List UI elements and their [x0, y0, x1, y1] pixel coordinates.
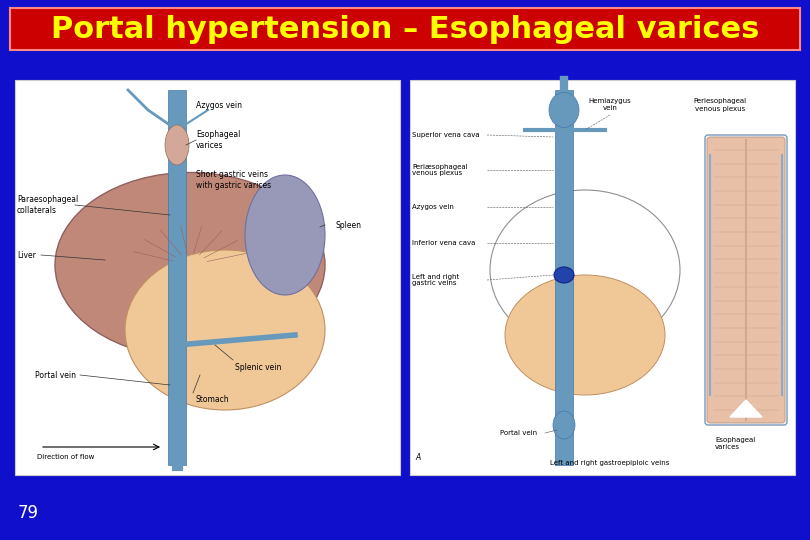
Text: Liver: Liver	[17, 251, 36, 260]
Polygon shape	[730, 400, 762, 417]
Text: Paraesophageal
collaterals: Paraesophageal collaterals	[17, 195, 79, 215]
Text: Splenic vein: Splenic vein	[235, 362, 281, 372]
Text: Hemiazygus
vein: Hemiazygus vein	[589, 98, 631, 111]
Text: A: A	[415, 453, 420, 462]
Text: Portal hypertension – Esophageal varices: Portal hypertension – Esophageal varices	[51, 15, 759, 44]
Text: Spleen: Spleen	[335, 220, 361, 230]
Text: 79: 79	[18, 504, 39, 522]
Text: Azygos vein: Azygos vein	[196, 100, 242, 110]
Ellipse shape	[554, 267, 574, 283]
Text: Portal vein: Portal vein	[500, 430, 537, 436]
Ellipse shape	[245, 175, 325, 295]
Text: Esophageal
varices: Esophageal varices	[196, 130, 241, 150]
FancyBboxPatch shape	[707, 137, 785, 423]
Ellipse shape	[125, 250, 325, 410]
Bar	[10, 8, 800, 50]
Text: Direction of flow: Direction of flow	[37, 454, 95, 460]
Text: Esophageal
varices: Esophageal varices	[715, 437, 755, 450]
Ellipse shape	[55, 172, 325, 357]
Text: Periesophageal
venous plexus: Periesophageal venous plexus	[693, 98, 747, 111]
Text: Left and right gastroepiploic veins: Left and right gastroepiploic veins	[550, 460, 670, 466]
Ellipse shape	[549, 92, 579, 127]
Ellipse shape	[553, 411, 575, 439]
Text: Portal vein: Portal vein	[35, 370, 76, 380]
Ellipse shape	[165, 125, 189, 165]
Bar	[555, 90, 573, 465]
Bar	[168, 90, 186, 465]
Ellipse shape	[505, 275, 665, 395]
Text: Short gastric veins
with gastric varices: Short gastric veins with gastric varices	[196, 170, 271, 190]
Text: Superior vena cava: Superior vena cava	[412, 132, 480, 138]
Text: Azygos vein: Azygos vein	[412, 204, 454, 210]
Text: Periæsophageal
venous plexus: Periæsophageal venous plexus	[412, 164, 467, 177]
Text: Stomach: Stomach	[195, 395, 228, 404]
Bar	[15, 80, 400, 475]
Text: Left and right
gastric veins: Left and right gastric veins	[412, 273, 459, 287]
Text: Inferior vena cava: Inferior vena cava	[412, 240, 475, 246]
Bar	[410, 80, 795, 475]
